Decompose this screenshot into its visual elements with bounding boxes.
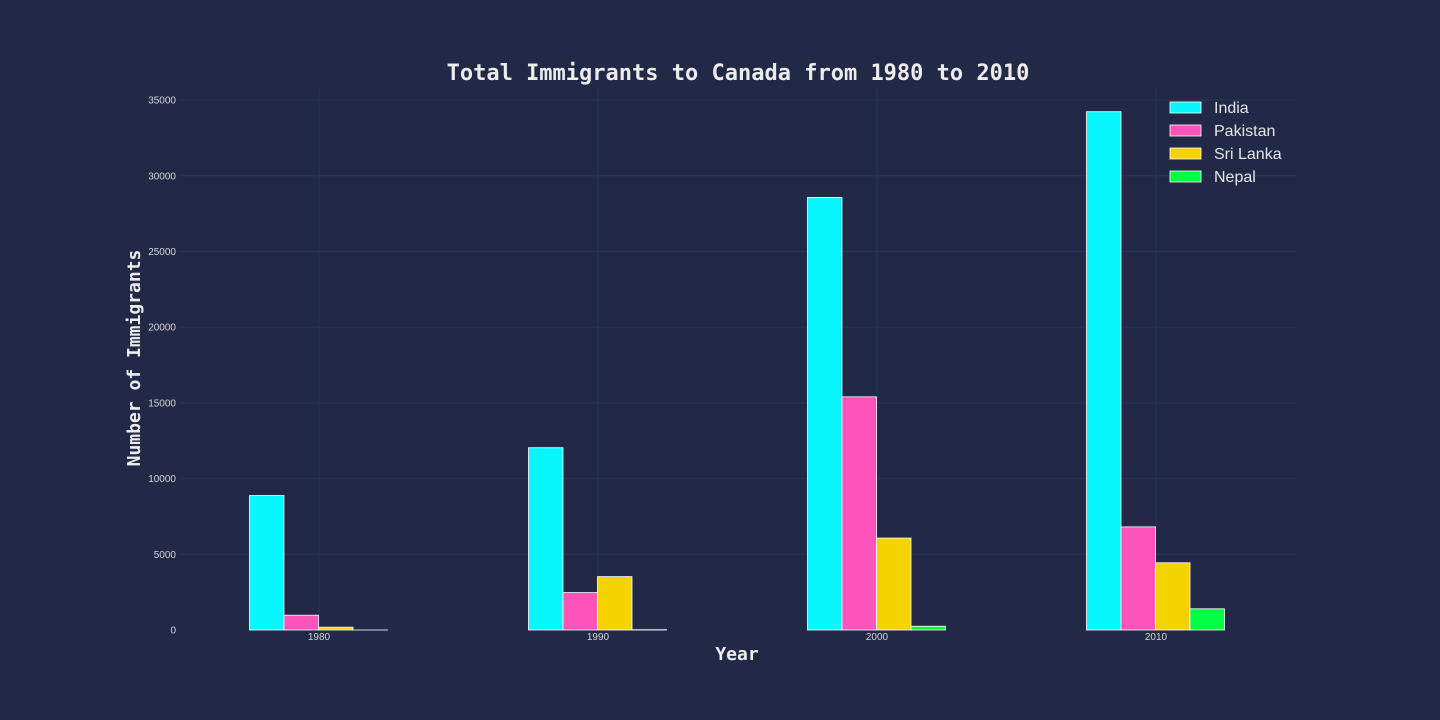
bar-pakistan-1980 (283, 614, 319, 631)
bar-pakistan-1990 (562, 592, 598, 631)
y-tick-label: 20000 (148, 323, 176, 334)
chart-title: Total Immigrants to Canada from 1980 to … (447, 61, 1030, 86)
y-axis-ticks: 0 5000 10000 15000 20000 25000 30000 35000 (148, 96, 176, 637)
y-tick-label: 15000 (148, 398, 176, 409)
grid (180, 88, 1296, 630)
x-tick-label: 2010 (1145, 632, 1168, 643)
bar-sri-lanka-1990 (597, 576, 633, 631)
legend-swatch (1169, 147, 1202, 160)
bar-sri-lanka-2000 (876, 537, 912, 631)
bar-sri-lanka-1980 (318, 626, 354, 631)
y-tick-label: 5000 (154, 550, 177, 561)
bar-pakistan-2010 (1120, 526, 1156, 631)
y-axis-label: Number of Immigrants (124, 250, 145, 467)
y-tick-label: 25000 (148, 247, 176, 258)
bar-india-2000 (807, 197, 843, 631)
legend-label: Sri Lanka (1214, 146, 1282, 163)
y-tick-label: 35000 (148, 96, 176, 107)
legend-label: Nepal (1214, 169, 1256, 186)
bars (249, 111, 1225, 631)
bar-india-2010 (1086, 111, 1122, 631)
legend-label: India (1214, 100, 1249, 117)
y-tick-label: 0 (170, 626, 176, 637)
bar-india-1980 (249, 495, 285, 631)
x-tick-label: 1990 (587, 632, 610, 643)
bar-india-1990 (528, 447, 564, 631)
bar-nepal-2000 (910, 625, 946, 631)
bar-pakistan-2000 (841, 396, 877, 631)
y-tick-label: 10000 (148, 474, 176, 485)
x-tick-label: 2000 (866, 632, 889, 643)
x-tick-label: 1980 (308, 632, 331, 643)
legend-swatch (1169, 124, 1202, 137)
bar-sri-lanka-2010 (1155, 562, 1191, 631)
legend-label: Pakistan (1214, 123, 1275, 140)
bar-nepal-2010 (1189, 608, 1225, 631)
x-axis-label: Year (715, 644, 759, 665)
legend: India Pakistan Sri Lanka Nepal (1169, 100, 1282, 186)
legend-swatch (1169, 170, 1202, 183)
legend-swatch (1169, 101, 1202, 114)
x-axis-ticks: 1980 1990 2000 2010 (308, 632, 1168, 643)
y-tick-label: 30000 (148, 171, 176, 182)
